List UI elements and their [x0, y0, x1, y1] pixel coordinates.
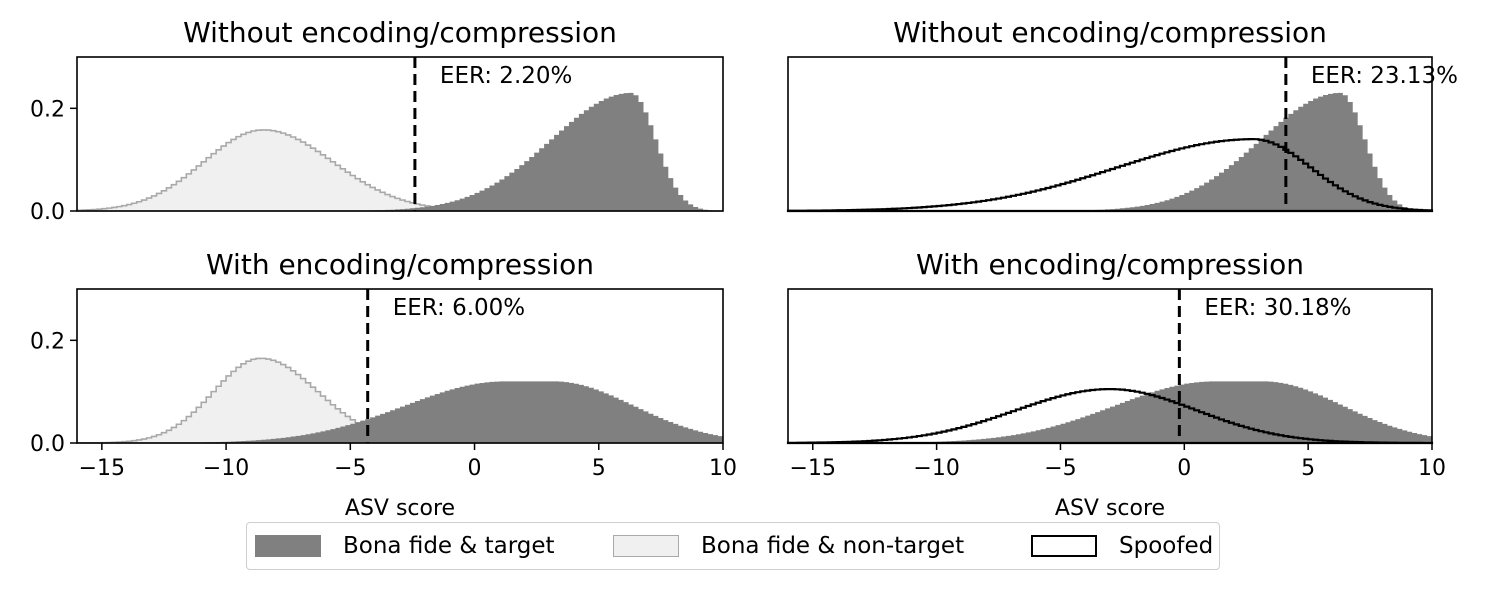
x-tick-label: −15	[79, 456, 125, 481]
x-tick-label: −5	[334, 456, 366, 481]
legend-label-nontarget: Bona fide & non-target	[701, 533, 965, 559]
panel-3: With encoding/compression EER: 6.00% 0.0 0.…	[30, 248, 737, 521]
x-tick-label: −15	[790, 456, 836, 481]
x-tick-label: 5	[1301, 456, 1315, 481]
histogram-target	[77, 92, 723, 211]
legend-item-spoofed: Spoofed	[1031, 523, 1213, 569]
x-tick-label: 10	[1418, 456, 1446, 481]
x-tick-label: −5	[1044, 456, 1076, 481]
histogram-target	[77, 381, 723, 443]
axes-frame	[76, 56, 724, 212]
histogram-spoofed	[786, 138, 1434, 213]
y-tick-label: 0.0	[30, 432, 65, 457]
y-tick-label: 0.2	[30, 97, 65, 122]
legend-item-nontarget: Bona fide & non-target	[613, 523, 964, 569]
eer-label: EER: 23.13%	[1311, 63, 1458, 89]
x-tick-label: 5	[592, 456, 606, 481]
axes-frame	[787, 288, 1433, 444]
x-axis-label: ASV score	[1055, 496, 1165, 521]
x-tick-label: −10	[913, 456, 959, 481]
axes-frame	[787, 56, 1433, 212]
y-tick-label: 0.0	[30, 200, 65, 225]
legend: Bona fide & target Bona fide & non-targe…	[246, 522, 1220, 570]
legend-swatch-target	[255, 535, 321, 557]
axes-frame	[76, 288, 724, 444]
x-tick-label: 0	[468, 456, 482, 481]
panel-title: Without encoding/compression	[183, 16, 617, 49]
y-tick-label: 0.2	[30, 329, 65, 354]
eer-label: EER: 30.18%	[1204, 295, 1351, 321]
panel-title: With encoding/compression	[206, 248, 594, 281]
panel-4: With encoding/compression EER: 30.18% −15 −…	[786, 248, 1446, 521]
legend-item-target: Bona fide & target	[255, 523, 555, 569]
panel-2: Without encoding/compression EER: 23.13%	[786, 16, 1458, 213]
histogram-figure: Without encoding/compression EER: 2.20% 0.…	[30, 16, 1458, 521]
panel-1: Without encoding/compression EER: 2.20% 0.…	[30, 16, 724, 225]
legend-swatch-nontarget	[613, 535, 679, 557]
panel-title: Without encoding/compression	[893, 16, 1327, 49]
legend-label-spoofed: Spoofed	[1119, 533, 1214, 559]
histogram-spoofed	[786, 388, 1434, 445]
x-tick-label: −10	[203, 456, 249, 481]
x-axis-label: ASV score	[345, 496, 455, 521]
legend-label-target: Bona fide & target	[343, 533, 555, 559]
panel-title: With encoding/compression	[916, 248, 1304, 281]
x-tick-label: 0	[1177, 456, 1191, 481]
histogram-target	[788, 92, 1432, 211]
histogram-target	[788, 381, 1432, 443]
eer-label: EER: 6.00%	[393, 295, 525, 321]
x-tick-label: 10	[709, 456, 737, 481]
eer-label: EER: 2.20%	[440, 63, 572, 89]
legend-swatch-spoofed	[1031, 535, 1097, 557]
